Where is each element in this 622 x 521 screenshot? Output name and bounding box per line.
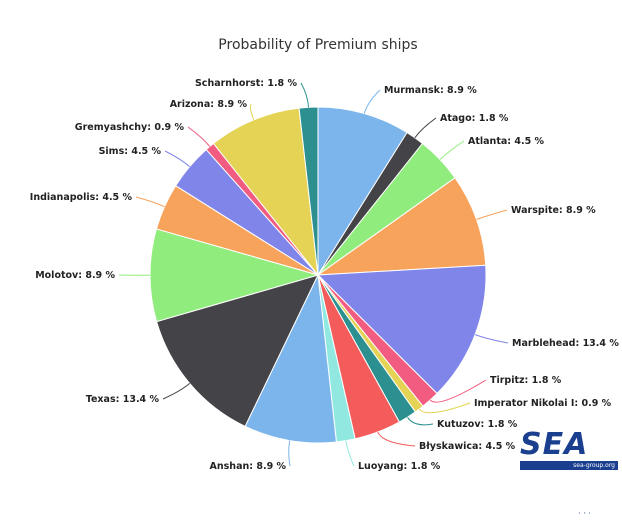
- slice-label: Anshan: 8.9 %: [210, 461, 287, 472]
- pie-slice-molotov: [149, 228, 320, 323]
- pie-slice-warspite: [316, 177, 487, 276]
- connector-line: [288, 440, 291, 467]
- slice-labels: Murmansk: 8.9 % Atago: 1.8 % Atlanta: 4.5 …: [30, 78, 620, 472]
- slice-label: Atlanta: 4.5 %: [468, 136, 545, 147]
- slice-label: Sims: 4.5 %: [99, 146, 162, 157]
- connector-line: [407, 416, 434, 426]
- connector-line: [414, 117, 437, 139]
- connector-line: [363, 89, 381, 114]
- logo-subtext: sea-group.org: [520, 461, 618, 470]
- connector-line: [474, 334, 509, 344]
- slice-label: Arizona: 8.9 %: [170, 99, 248, 110]
- slice-label: Atago: 1.8 %: [440, 113, 509, 124]
- connector-line: [476, 209, 508, 220]
- slice-label: Błyskawica: 4.5 %: [419, 441, 516, 452]
- slice-label: Indianapolis: 4.5 %: [30, 192, 133, 203]
- slice-label: Imperator Nikolai I: 0.9 %: [474, 398, 612, 409]
- slice-label: Kutuzov: 1.8 %: [437, 419, 518, 430]
- chart-title: Probability of Premium ships: [218, 37, 417, 53]
- connector-line: [418, 402, 471, 414]
- slice-label: Texas: 13.4 %: [86, 394, 160, 405]
- pie-slice-marblehead: [316, 264, 487, 395]
- connector-line: [377, 431, 416, 447]
- pie-slice-anshan: [244, 273, 337, 444]
- connector-line: [164, 150, 191, 167]
- connector-line: [439, 140, 465, 160]
- slice-label: Luoyang: 1.8 %: [358, 461, 441, 472]
- slice-label: Scharnhorst: 1.8 %: [195, 78, 298, 89]
- connector-line: [135, 196, 165, 208]
- slice-label: Warspite: 8.9 %: [511, 205, 596, 216]
- connector-line: [250, 103, 255, 120]
- label-connectors: [118, 82, 509, 467]
- corner-dots-icon: · · ·: [578, 509, 591, 518]
- pie-slice-murmansk: [317, 106, 408, 277]
- sea-group-logo: SEA sea-group.org: [520, 430, 618, 470]
- slice-label: Molotov: 8.9 %: [35, 270, 115, 281]
- logo-word: SEA: [520, 427, 589, 462]
- connector-line: [187, 126, 211, 147]
- slice-label: Gremyashchy: 0.9 %: [75, 122, 185, 133]
- slice-label: Marblehead: 13.4 %: [512, 338, 619, 349]
- connector-line: [429, 379, 487, 403]
- connector-line: [300, 82, 309, 108]
- pie-slices: [149, 106, 487, 444]
- pie-slice-arizona: [212, 107, 319, 277]
- slice-label: Murmansk: 8.9 %: [384, 85, 477, 96]
- connector-line: [162, 383, 191, 400]
- slice-label: Tirpitz: 1.8 %: [490, 375, 562, 386]
- connector-line: [345, 440, 355, 467]
